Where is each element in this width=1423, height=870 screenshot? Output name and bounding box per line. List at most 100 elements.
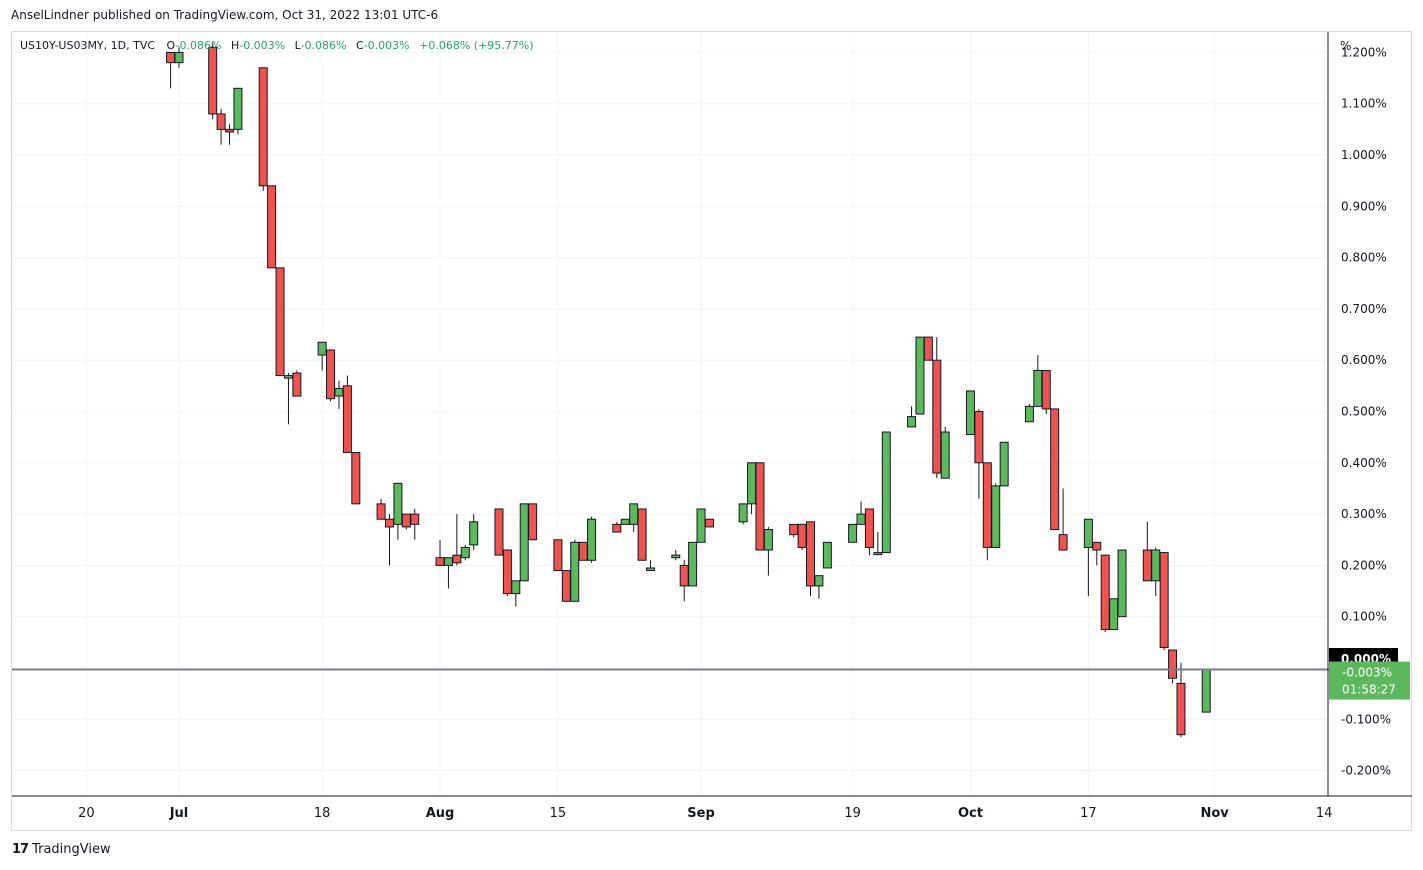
candle-body — [376, 503, 386, 520]
x-axis[interactable]: 20 Jul 18 Aug 15 Sep 19 Oct 17 Nov 14 — [12, 795, 1412, 821]
candle — [570, 539, 580, 602]
y-tick-label: 0.100% — [1341, 610, 1387, 624]
candle-body — [688, 541, 698, 587]
candle-body — [225, 128, 235, 133]
x-tick-label: Oct — [958, 806, 983, 821]
y-tick-label: 0.300% — [1341, 507, 1387, 521]
candle — [208, 42, 218, 120]
candle — [637, 508, 647, 561]
candle — [502, 549, 512, 597]
candle — [443, 557, 453, 589]
candle — [915, 336, 925, 415]
candle-body — [561, 570, 571, 602]
x-tick-label: 15 — [550, 806, 567, 821]
candle-body — [435, 557, 445, 566]
candle-body — [166, 51, 176, 64]
candle-body — [1024, 405, 1034, 423]
candle — [1176, 662, 1186, 738]
candle — [258, 67, 268, 191]
candle — [385, 514, 394, 566]
candle-body — [1151, 549, 1161, 582]
grid — [12, 32, 1328, 796]
candle — [797, 523, 807, 551]
y-tick-label: 1.200% — [1341, 45, 1387, 59]
candle — [1092, 541, 1102, 566]
candle — [1100, 554, 1110, 633]
y-tick-label: 0.200% — [1341, 558, 1387, 572]
legend-low-label: L — [294, 39, 301, 52]
candle — [275, 267, 285, 377]
candle-body — [1058, 534, 1068, 551]
candle-body — [174, 51, 184, 64]
candle-body — [932, 359, 942, 474]
candle — [932, 337, 942, 479]
legend-symbol: US10Y-US03MY, 1D, TVC — [20, 39, 156, 52]
candle — [907, 406, 917, 428]
candle — [1109, 598, 1119, 631]
tradingview-brand[interactable]: 𝟭𝟳 TradingView — [12, 842, 111, 857]
candle — [166, 51, 176, 89]
candle-body — [763, 528, 773, 551]
legend: US10Y-US03MY, 1D, TVC O-0.086% H-0.003% … — [20, 39, 534, 52]
chart-frame — [11, 31, 1412, 831]
candle-body — [965, 390, 975, 436]
candle-body — [502, 549, 512, 595]
candle — [738, 503, 748, 525]
candle-body — [1201, 669, 1211, 713]
candle — [326, 349, 336, 402]
candle — [822, 541, 832, 569]
y-tick-label: 0.900% — [1341, 199, 1387, 213]
candle-body — [578, 541, 588, 561]
candle-body — [511, 580, 521, 595]
candle — [965, 390, 975, 436]
candle-body — [629, 503, 639, 525]
candle — [763, 526, 773, 576]
candle — [1168, 649, 1178, 684]
candle-body — [696, 508, 706, 543]
candle-body — [671, 554, 681, 559]
candle — [174, 47, 184, 68]
candle-body — [1168, 649, 1178, 679]
candle-body — [233, 87, 243, 130]
candle-body — [1100, 554, 1110, 631]
candle-body — [991, 485, 1001, 548]
candle — [704, 518, 714, 528]
candle-body — [410, 513, 420, 525]
candle — [671, 550, 681, 561]
candle — [553, 539, 563, 572]
y-axis[interactable]: -0.200% -0.100% 0.100% 0.200% 0.300% 0.400% 0.… — [1327, 32, 1391, 796]
candle — [1151, 547, 1161, 597]
candle-body — [856, 513, 866, 525]
candle — [982, 462, 992, 561]
candle-body — [528, 503, 538, 541]
candle-body — [469, 521, 479, 546]
tradingview-logo-text: TradingView — [32, 842, 111, 857]
candle — [688, 541, 698, 587]
candle-body — [907, 416, 917, 428]
x-tick-label: 18 — [314, 806, 331, 821]
y-tick-label: -0.100% — [1341, 712, 1391, 726]
y-tick-label: 0.500% — [1341, 405, 1387, 419]
candle-body — [1117, 549, 1127, 618]
candle — [460, 544, 470, 561]
candle — [469, 514, 479, 551]
candle-body — [267, 185, 277, 269]
candle-body — [385, 518, 394, 528]
candle-body — [612, 523, 622, 533]
y-tick-label: 1.100% — [1341, 97, 1387, 111]
x-tick-label: Jul — [169, 806, 189, 821]
candle — [679, 560, 689, 602]
candle-body — [940, 431, 950, 479]
candle — [317, 341, 327, 371]
candle-body — [747, 462, 757, 505]
y-tick-label: 1.000% — [1341, 148, 1387, 162]
y-tick-label: 0.800% — [1341, 251, 1387, 265]
candles — [166, 42, 1211, 738]
candle — [974, 408, 984, 499]
y-tick-label: 0.400% — [1341, 456, 1387, 470]
countdown-label: 01:58:27 — [1342, 683, 1396, 697]
candle — [410, 508, 420, 540]
candle-body — [864, 508, 874, 548]
candle — [334, 380, 344, 409]
